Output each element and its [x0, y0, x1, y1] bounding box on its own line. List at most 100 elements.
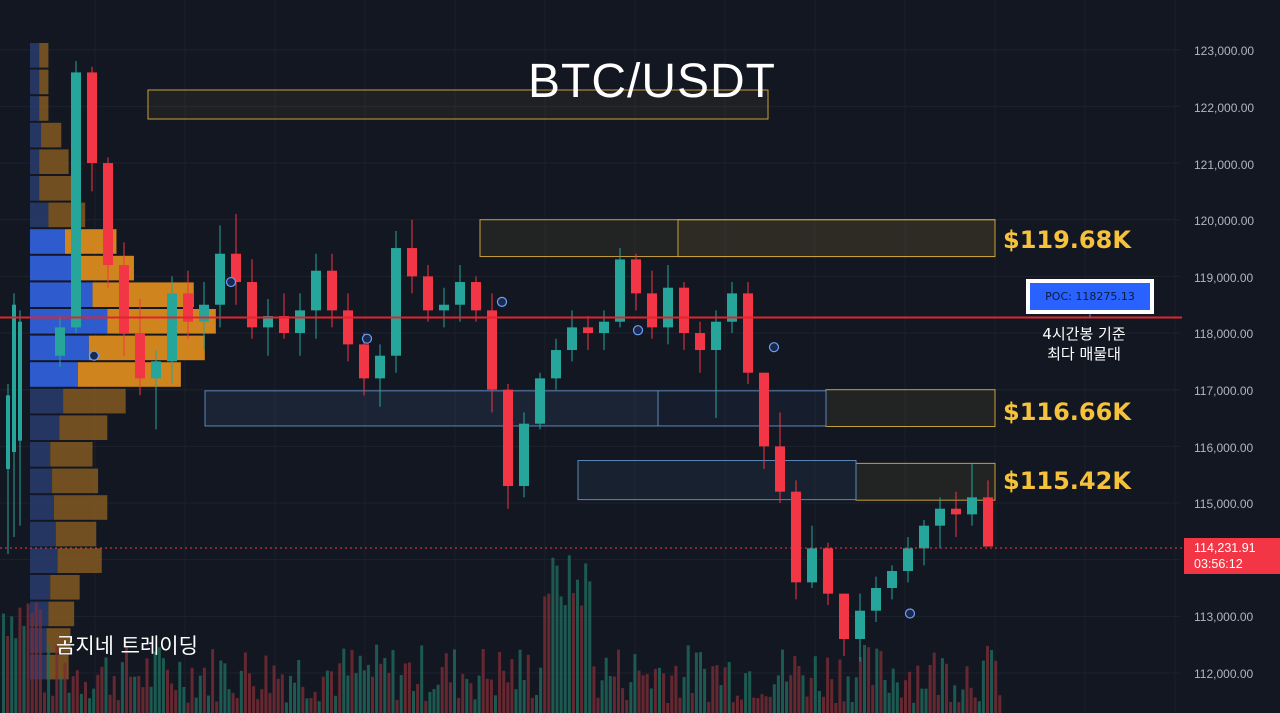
- volume-profile-sell-bar: [59, 415, 108, 440]
- volume-bar: [891, 668, 895, 713]
- channel-watermark: 곰지네 트레이딩: [56, 634, 198, 658]
- volume-bar: [92, 688, 96, 713]
- volume-profile-buy-bar: [30, 122, 42, 148]
- volume-bar: [272, 665, 276, 713]
- volume-bar: [858, 657, 862, 713]
- volume-bar: [473, 699, 477, 713]
- volume-bar: [276, 678, 280, 713]
- volume-bar: [961, 689, 965, 713]
- candle-body: [855, 610, 865, 640]
- volume-bar: [645, 674, 649, 713]
- volume-bar: [297, 659, 301, 713]
- candle-body: [18, 321, 22, 441]
- y-tick-label: 118,000.00: [1194, 327, 1254, 341]
- volume-bar: [313, 691, 317, 713]
- candle-body: [359, 344, 369, 379]
- volume-profile-buy-bar: [30, 176, 40, 201]
- volume-bar: [477, 675, 481, 713]
- candle-body: [183, 293, 193, 322]
- volume-profile-buy-bar: [30, 654, 47, 680]
- volume-bar: [854, 677, 858, 713]
- volume-bar: [395, 699, 399, 713]
- candle-body: [663, 287, 673, 328]
- volume-bar: [945, 663, 948, 713]
- volume-bar: [580, 605, 584, 713]
- volume-bar: [100, 666, 104, 713]
- volume-profile-sell-bar: [39, 176, 76, 201]
- volume-bar: [723, 667, 727, 713]
- volume-bar: [535, 694, 538, 713]
- volume-profile-sell-bar: [88, 335, 205, 361]
- volume-bar: [797, 666, 801, 713]
- volume-bar: [391, 650, 395, 713]
- volume-profile-sell-bar: [77, 362, 181, 387]
- y-tick-label: 122,000.00: [1194, 101, 1255, 115]
- volume-bar: [10, 616, 14, 713]
- volume-bar: [670, 675, 674, 713]
- volume-bar: [18, 607, 22, 713]
- candle-body: [55, 327, 65, 356]
- volume-bar: [863, 645, 866, 713]
- volume-profile-buy-bar: [30, 495, 54, 520]
- volume-bar: [904, 680, 907, 713]
- volume-bar: [34, 602, 38, 713]
- y-tick-label: 120,000.00: [1194, 214, 1255, 228]
- candle-body: [983, 497, 993, 547]
- volume-profile-sell-bar: [41, 122, 62, 148]
- volume-profile-buy-bar: [30, 362, 78, 387]
- volume-bar: [342, 648, 346, 713]
- volume-bar: [612, 676, 616, 713]
- volume-bar: [38, 609, 42, 713]
- volume-bar: [264, 655, 268, 713]
- candle-body: [775, 446, 785, 492]
- volume-bar: [781, 649, 784, 713]
- volume-bar: [420, 645, 424, 713]
- demand-zone: [577, 460, 857, 501]
- bar-countdown: 03:56:12: [1194, 557, 1243, 571]
- volume-bar: [30, 613, 34, 713]
- volume-bar: [108, 694, 112, 713]
- volume-bar: [145, 658, 149, 713]
- volume-bar: [207, 695, 210, 713]
- candle-body: [87, 72, 97, 164]
- volume-bar: [981, 660, 985, 713]
- volume-bar: [506, 682, 510, 713]
- signal-marker: [88, 350, 100, 361]
- volume-bar: [256, 699, 260, 713]
- chart-title: BTC/USDT: [528, 55, 776, 108]
- volume-profile-buy-bar: [30, 43, 40, 68]
- volume-bar: [350, 649, 354, 713]
- volume-bar: [301, 686, 305, 713]
- volume-bar: [248, 673, 251, 713]
- volume-bar: [776, 675, 780, 713]
- volume-bar: [96, 674, 100, 713]
- volume-bar: [887, 692, 891, 713]
- candle-body: [263, 316, 273, 328]
- volume-bar: [280, 674, 284, 713]
- volume-bar: [547, 593, 551, 713]
- candle-body: [151, 361, 161, 379]
- volume-bar: [543, 596, 547, 713]
- volume-profile-buy-bar: [30, 149, 40, 174]
- volume-bar: [71, 676, 75, 713]
- volume-bar: [908, 671, 912, 713]
- signal-marker: [768, 342, 780, 353]
- volume-profile-sell-bar: [55, 521, 97, 547]
- candle-body: [727, 293, 737, 322]
- volume-bar: [22, 625, 26, 713]
- candle-body: [279, 316, 289, 334]
- volume-bar: [47, 646, 51, 713]
- volume-bar: [448, 682, 452, 713]
- volume-bar: [51, 695, 55, 713]
- volume-profile-sell-bar: [39, 69, 49, 95]
- y-tick-label: 115,000.00: [1194, 497, 1254, 511]
- volume-bar: [625, 699, 629, 713]
- y-tick-label: 121,000.00: [1194, 158, 1255, 172]
- y-tick-label: 112,000.00: [1194, 667, 1254, 681]
- volume-bar: [362, 670, 366, 713]
- volume-bar: [379, 663, 383, 713]
- volume-bar: [916, 665, 920, 713]
- volume-profile-buy-bar: [30, 96, 40, 121]
- volume-bar: [658, 667, 661, 713]
